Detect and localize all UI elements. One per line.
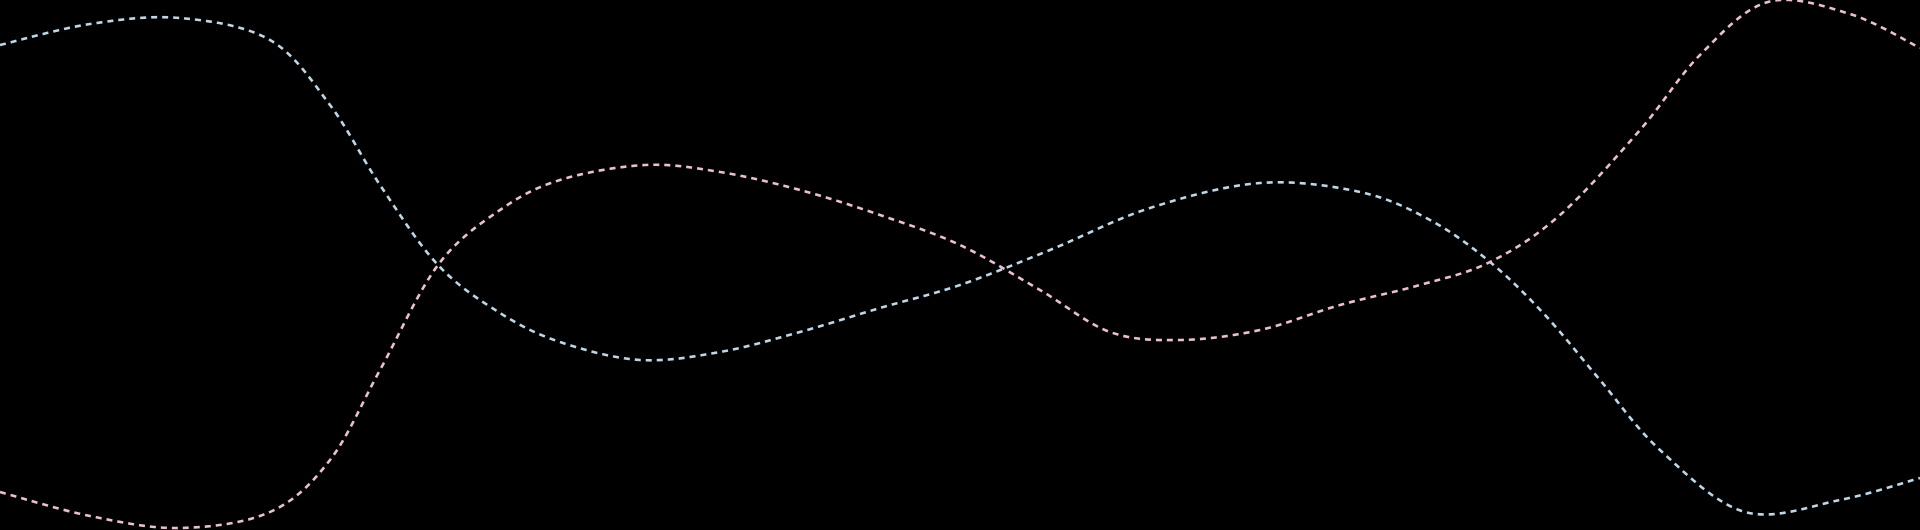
curve-blue <box>0 15 1920 516</box>
